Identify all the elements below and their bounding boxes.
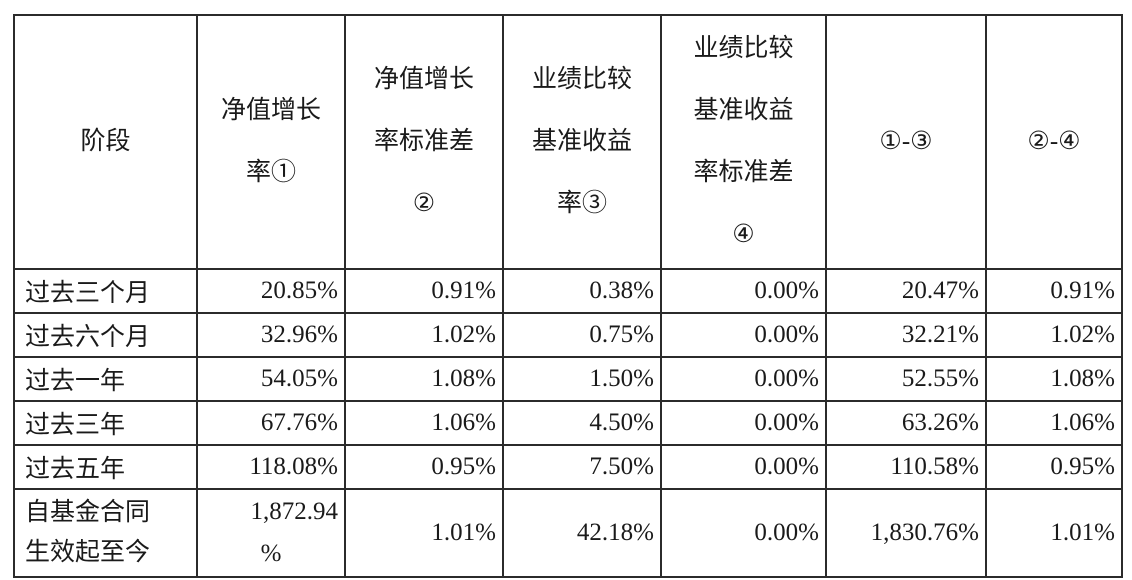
table-cell: 0.00% [660,268,827,314]
stage-cell: 自基金合同 生效起至今 [13,488,198,578]
table-cell: 1.50% [502,356,662,402]
table-cell: 0.00% [660,400,827,446]
header-line: 基准收益 [693,97,794,124]
header-benchmark-stddev: 业绩比较 基准收益 率标准差 ④ [660,14,827,270]
table-cell: 20.47% [825,268,987,314]
header-line: 率标准差 [693,159,794,186]
header-line: 率① [245,159,296,186]
table-row-since-inception: 自基金合同 生效起至今 1,872.94 % 1.01% 42.18% 0.00… [13,488,1123,578]
header-row: 阶段 净值增长 率① 净值增长 率标准差 ② 业绩比较 基准收益 率③ 业绩比较… [13,14,1123,270]
table-cell: 118.08% [196,444,346,490]
table-cell: 0.95% [985,444,1123,490]
header-line: 净值增长 [373,66,474,93]
table-cell: 1.06% [344,400,504,446]
header-nav-growth: 净值增长 率① [196,14,346,270]
performance-table: 阶段 净值增长 率① 净值增长 率标准差 ② 业绩比较 基准收益 率③ 业绩比较… [13,14,1123,578]
table-cell: 32.96% [196,312,346,358]
table-row: 过去一年 54.05% 1.08% 1.50% 0.00% 52.55% 1.0… [13,356,1123,402]
stage-line: 自基金合同 [25,499,151,526]
table-cell: 0.75% [502,312,662,358]
table-cell: 1,872.94 % [196,488,346,578]
header-diff-1-3: ①-③ [825,14,987,270]
header-line: ④ [732,221,755,248]
header-line: ①-③ [879,128,933,155]
stage-cell: 过去一年 [13,356,198,402]
table-cell: 32.21% [825,312,987,358]
header-line: 业绩比较 [693,35,794,62]
header-line: 基准收益 [531,128,632,155]
header-line: ②-④ [1027,128,1081,155]
table-cell: 0.00% [660,356,827,402]
table-cell: 67.76% [196,400,346,446]
header-nav-stddev: 净值增长 率标准差 ② [344,14,504,270]
table-row: 过去三个月 20.85% 0.91% 0.38% 0.00% 20.47% 0.… [13,268,1123,314]
table-cell: 1.02% [985,312,1123,358]
table-cell: 1.02% [344,312,504,358]
table-cell: 110.58% [825,444,987,490]
header-line: ② [412,190,436,217]
table-cell: 0.00% [660,444,827,490]
table-cell: 0.38% [502,268,662,314]
table-cell: 1.01% [985,488,1123,578]
performance-table-container: 阶段 净值增长 率① 净值增长 率标准差 ② 业绩比较 基准收益 率③ 业绩比较… [13,14,1123,578]
stage-cell: 过去六个月 [13,312,198,358]
table-cell: 0.00% [660,312,827,358]
header-diff-2-4: ②-④ [985,14,1123,270]
table-cell: 63.26% [825,400,987,446]
table-cell: 0.91% [344,268,504,314]
header-stage: 阶段 [13,14,198,270]
table-cell: 0.95% [344,444,504,490]
header-line: 率标准差 [373,128,474,155]
stage-cell: 过去五年 [13,444,198,490]
table-cell: 4.50% [502,400,662,446]
table-cell: 1.08% [985,356,1123,402]
table-cell: 52.55% [825,356,987,402]
table-row: 过去三年 67.76% 1.06% 4.50% 0.00% 63.26% 1.0… [13,400,1123,446]
table-row: 过去五年 118.08% 0.95% 7.50% 0.00% 110.58% 0… [13,444,1123,490]
header-line: 阶段 [80,128,131,155]
table-cell: 7.50% [502,444,662,490]
table-row: 过去六个月 32.96% 1.02% 0.75% 0.00% 32.21% 1.… [13,312,1123,358]
header-line: 业绩比较 [531,66,632,93]
header-benchmark-return: 业绩比较 基准收益 率③ [502,14,662,270]
table-cell: 1.08% [344,356,504,402]
stage-line: 生效起至今 [25,539,151,566]
table-cell: 1,830.76% [825,488,987,578]
table-cell: 54.05% [196,356,346,402]
table-cell: 42.18% [502,488,662,578]
stage-cell: 过去三个月 [13,268,198,314]
table-cell: 1.01% [344,488,504,578]
header-line: 率③ [556,190,607,217]
stage-cell: 过去三年 [13,400,198,446]
table-cell: 20.85% [196,268,346,314]
header-line: 净值增长 [220,97,321,124]
table-cell: 1.06% [985,400,1123,446]
cell-line: % [260,540,282,567]
table-cell: 0.00% [660,488,827,578]
table-cell: 0.91% [985,268,1123,314]
cell-line: 1,872.94 [250,498,339,525]
